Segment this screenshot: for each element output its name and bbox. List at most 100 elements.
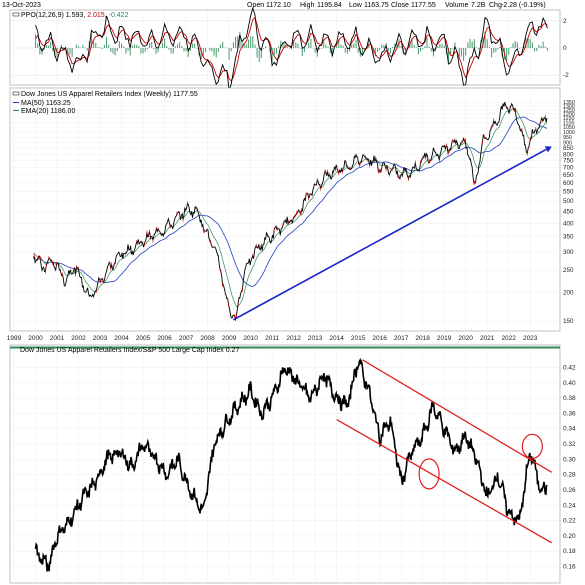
ppo-hist-bar [62, 47, 65, 48]
ppo-hist-bar [295, 42, 297, 48]
ppo-hist-bar [97, 47, 99, 48]
ppo-hist-bar [86, 48, 88, 51]
ppo-hist-bar [381, 44, 383, 48]
ppo-hist-bar [90, 33, 93, 48]
low-label: Low [349, 2, 363, 9]
price-legend-swatch [12, 91, 20, 96]
ratio-tick-label: 0.24 [563, 502, 576, 509]
ppo-hist-bar [303, 48, 305, 53]
ppo-hist-bar [413, 44, 415, 48]
ppo-hist-bar [387, 48, 389, 51]
close-value: 1177.55 [411, 2, 436, 9]
ema20-line [33, 108, 548, 308]
ppo-hist-bar [200, 48, 202, 59]
ppo-hist-bar [510, 47, 512, 48]
ppo-hist-bar [396, 41, 398, 48]
ppo-hist-bar [465, 48, 467, 56]
ppo-y-axis: 2 0 -2 [563, 18, 569, 79]
price-tick-label: 850 [563, 145, 574, 152]
year-tick-label: 2009 [222, 335, 237, 342]
ppo-hist-bar [243, 42, 245, 48]
ppo-hist-bar [250, 36, 252, 48]
ppo-hist-bar [125, 48, 127, 54]
ppo-hist-bar [349, 48, 351, 52]
year-tick-label: 2006 [157, 335, 172, 342]
ppo-hist-bar [222, 41, 224, 48]
high-label: High [300, 2, 315, 9]
ppo-hist-bar [293, 39, 295, 48]
price-tick-label: 1100 [563, 121, 574, 127]
ppo-hist-bar [118, 41, 120, 48]
price-line [32, 101, 548, 321]
ppo-hist-bar [144, 48, 146, 52]
ppo-hist-bar [376, 48, 379, 53]
ppo-hist-bar [99, 47, 101, 48]
ppo-hist-bar [361, 48, 364, 56]
price-tick-label: 600 [563, 180, 574, 187]
ppo-hist-bar [129, 48, 131, 56]
ppo-hist-bar [168, 48, 170, 50]
ppo-hist-bar [78, 46, 80, 48]
ppo-hist-bar [372, 48, 374, 55]
ppo-hist-bar [146, 48, 148, 50]
ppo-hist-bar [228, 48, 230, 60]
ppo-hist-bar [280, 40, 282, 48]
ppo-hist-bar [435, 48, 437, 52]
ppo-hist-bar [39, 48, 41, 55]
ppo-hist-bar [508, 48, 510, 55]
ppo-hist-bar [301, 48, 303, 56]
year-axis: 1999 2000 2001 2002 2003 2004 2005 2006 2007 2008… [7, 335, 538, 342]
ppo-hist-bar [488, 46, 490, 48]
ppo-tick-label: 2 [563, 18, 567, 25]
year-tick-label: 2008 [200, 335, 215, 342]
ppo-hist-bar [336, 45, 338, 48]
ppo-hist-bar [159, 47, 161, 48]
ppo-hist-bar [136, 45, 138, 48]
price-tick-label: 350 [563, 234, 574, 241]
ppo-hist-bar [424, 46, 426, 48]
ppo-hist-bar [428, 46, 430, 48]
ppo-hist-bar [35, 34, 37, 48]
ppo-hist-bar [499, 46, 501, 48]
year-tick-label: 2002 [71, 335, 86, 342]
ppo-panel: 2 0 -2 PPO(12,26,9) 1.593, 2.015, -0.422 [9, 6, 569, 91]
year-tick-label: 2001 [50, 335, 65, 342]
ppo-hist-bar [417, 48, 419, 55]
ppo-hist-bar [183, 48, 185, 52]
ppo-hist-bar [196, 48, 198, 49]
year-tick-label: 2004 [114, 335, 129, 342]
price-tick-label: 1050 [563, 125, 575, 131]
ppo-line [35, 6, 548, 91]
ppo-hist-bar [443, 45, 445, 48]
ppo-hist-bar [112, 48, 114, 54]
year-tick-label: 2005 [136, 335, 151, 342]
ppo-hist-bar [471, 41, 473, 48]
ppo-legend-swatch [12, 12, 20, 17]
price-tick-label: 1200 [563, 112, 575, 118]
year-tick-label: 2003 [93, 335, 108, 342]
open-value: 1172.10 [266, 2, 291, 9]
ppo-hist-bar [71, 48, 73, 57]
ppo-hist-bar [325, 44, 327, 48]
low-value: 1163.75 [364, 2, 389, 9]
highlight-circle-2018 [418, 458, 440, 490]
ma-legend-text: MA(50) 1163.25 [21, 100, 71, 107]
ppo-hist-bar [265, 46, 267, 48]
ppo-hist-bar [469, 38, 471, 48]
ppo-hist-bar [219, 44, 222, 48]
year-tick-label: 2018 [415, 335, 430, 342]
ppo-hist-bar [153, 48, 155, 50]
ppo-hist-bar [475, 47, 478, 48]
ppo-hist-bar [166, 45, 168, 48]
ppo-hist-bar [422, 48, 424, 50]
ppo-hist-bar [189, 48, 191, 52]
ppo-hist-bar [262, 48, 265, 49]
price-frame [9, 87, 561, 332]
ppo-hist-bar [460, 48, 462, 57]
ratio-tick-label: 0.28 [563, 472, 576, 479]
open-label: Open [247, 2, 264, 9]
ppo-hist-bar [533, 48, 536, 52]
price-tick-label: 1350 [563, 100, 575, 106]
ppo-hist-bar [133, 44, 136, 48]
ppo-hist-bar [536, 48, 538, 52]
